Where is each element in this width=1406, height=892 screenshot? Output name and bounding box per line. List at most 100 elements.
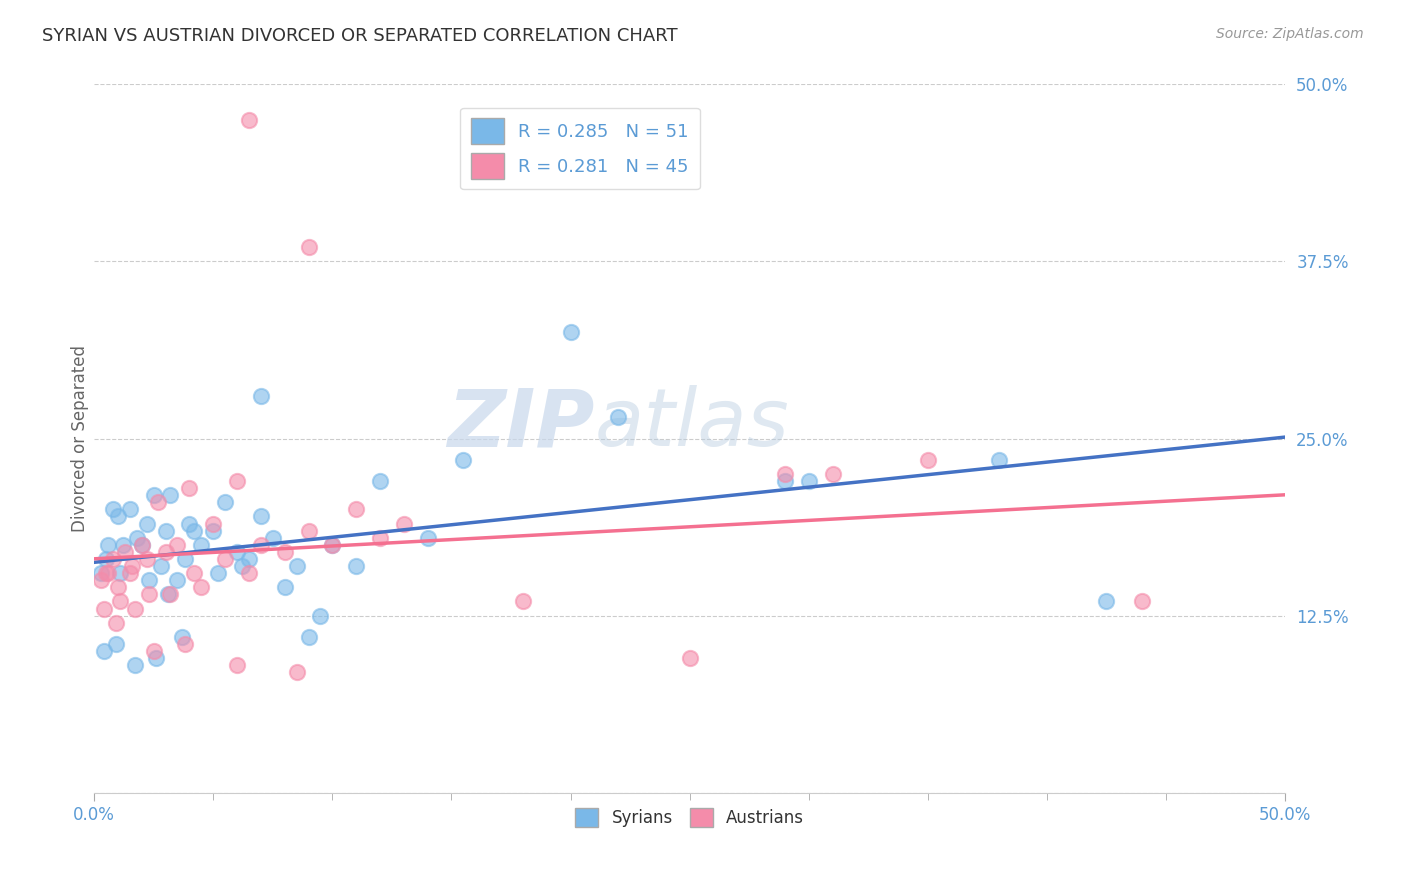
Point: [273, 545, 295, 559]
Point: [110, 594, 132, 608]
Point: [93, 644, 115, 658]
Point: [110, 566, 132, 580]
Point: [179, 516, 201, 531]
Point: [90, 566, 112, 580]
Point: [104, 615, 127, 630]
Point: [773, 474, 796, 488]
Point: [166, 573, 188, 587]
Point: [94, 552, 117, 566]
Point: [368, 531, 391, 545]
Point: [368, 474, 391, 488]
Point: [125, 531, 148, 545]
Point: [135, 552, 157, 566]
Point: [118, 566, 141, 580]
Point: [416, 531, 439, 545]
Point: [93, 601, 115, 615]
Point: [1095, 594, 1118, 608]
Point: [190, 538, 212, 552]
Point: [90, 573, 112, 587]
Point: [250, 509, 273, 524]
Point: [297, 240, 319, 254]
Point: [917, 452, 939, 467]
Point: [512, 594, 534, 608]
Point: [344, 502, 367, 516]
Point: [148, 495, 170, 509]
Point: [190, 580, 212, 594]
Point: [988, 452, 1011, 467]
Point: [773, 467, 796, 481]
Point: [797, 474, 820, 488]
Point: [1130, 594, 1153, 608]
Point: [226, 545, 249, 559]
Point: [202, 516, 225, 531]
Point: [172, 630, 194, 644]
Point: [135, 516, 157, 531]
Point: [226, 474, 249, 488]
Point: [131, 538, 153, 552]
Point: [231, 559, 253, 574]
Point: [124, 658, 146, 673]
Point: [97, 566, 120, 580]
Point: [145, 651, 167, 665]
Point: [207, 566, 229, 580]
Point: [111, 538, 134, 552]
Text: Source: ZipAtlas.com: Source: ZipAtlas.com: [1216, 27, 1364, 41]
Point: [297, 524, 319, 538]
Point: [107, 509, 129, 524]
Point: [179, 481, 201, 495]
Point: [273, 580, 295, 594]
Point: [344, 559, 367, 574]
Point: [104, 637, 127, 651]
Point: [309, 608, 332, 623]
Point: [131, 538, 153, 552]
Point: [453, 452, 475, 467]
Point: [114, 545, 136, 559]
Point: [159, 488, 181, 502]
Point: [226, 658, 249, 673]
Point: [138, 573, 160, 587]
Point: [560, 326, 582, 340]
Point: [97, 538, 120, 552]
Point: [173, 552, 195, 566]
Point: [321, 538, 343, 552]
Point: [297, 630, 319, 644]
Point: [238, 552, 260, 566]
Point: [142, 644, 165, 658]
Point: [183, 524, 205, 538]
Point: [238, 112, 260, 127]
Point: [121, 559, 143, 574]
Point: [285, 559, 308, 574]
Point: [103, 502, 125, 516]
Legend: Syrians, Austrians: Syrians, Austrians: [568, 801, 811, 834]
Point: [94, 566, 117, 580]
Point: [166, 538, 188, 552]
Point: [159, 587, 181, 601]
Point: [118, 502, 141, 516]
Point: [202, 524, 225, 538]
Point: [155, 524, 177, 538]
Text: atlas: atlas: [595, 385, 789, 463]
Point: [183, 566, 205, 580]
Point: [124, 601, 146, 615]
Point: [285, 665, 308, 680]
Point: [142, 488, 165, 502]
Point: [214, 495, 236, 509]
Text: SYRIAN VS AUSTRIAN DIVORCED OR SEPARATED CORRELATION CHART: SYRIAN VS AUSTRIAN DIVORCED OR SEPARATED…: [42, 27, 678, 45]
Point: [103, 552, 125, 566]
Point: [250, 389, 273, 403]
Point: [155, 545, 177, 559]
Point: [238, 566, 260, 580]
Text: ZIP: ZIP: [447, 385, 595, 463]
Point: [321, 538, 343, 552]
Point: [138, 587, 160, 601]
Y-axis label: Divorced or Separated: Divorced or Separated: [72, 345, 89, 532]
Point: [392, 516, 415, 531]
Point: [107, 580, 129, 594]
Point: [173, 637, 195, 651]
Point: [156, 587, 179, 601]
Point: [607, 410, 630, 425]
Point: [250, 538, 273, 552]
Point: [214, 552, 236, 566]
Point: [149, 559, 172, 574]
Point: [262, 531, 284, 545]
